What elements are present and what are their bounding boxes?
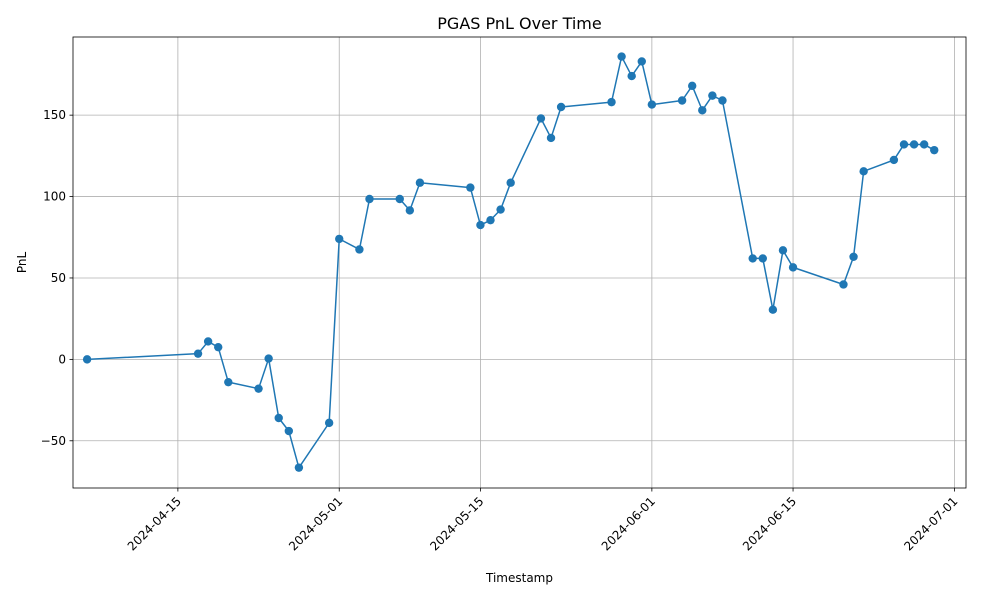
data-point bbox=[718, 96, 727, 105]
data-point bbox=[193, 349, 203, 358]
y-axis-title: PnL bbox=[15, 252, 29, 274]
data-point bbox=[284, 426, 294, 436]
data-point bbox=[748, 254, 757, 263]
chart-title: PGAS PnL Over Time bbox=[437, 14, 601, 33]
data-point bbox=[264, 354, 273, 363]
series-layer bbox=[82, 52, 939, 472]
y-tick-label: 0 bbox=[58, 352, 66, 366]
data-point bbox=[546, 133, 556, 143]
data-point bbox=[294, 463, 304, 472]
data-point bbox=[839, 280, 848, 289]
data-point bbox=[637, 57, 646, 66]
data-point bbox=[486, 215, 495, 225]
data-point bbox=[919, 140, 929, 149]
data-point bbox=[536, 114, 546, 123]
data-point bbox=[627, 71, 636, 81]
data-point bbox=[506, 178, 515, 187]
data-point bbox=[395, 194, 404, 204]
data-point bbox=[688, 81, 697, 91]
data-point bbox=[758, 254, 767, 263]
data-point bbox=[899, 140, 909, 149]
data-point bbox=[778, 246, 788, 255]
data-point bbox=[476, 220, 485, 230]
data-point bbox=[930, 145, 939, 155]
data-point bbox=[254, 384, 263, 393]
data-point bbox=[466, 183, 475, 192]
data-point bbox=[203, 337, 213, 346]
data-point bbox=[496, 205, 505, 214]
plot-frame bbox=[72, 36, 967, 489]
data-point bbox=[82, 355, 92, 364]
data-point bbox=[365, 194, 374, 204]
data-point bbox=[415, 178, 425, 187]
data-point bbox=[214, 342, 223, 352]
data-point bbox=[909, 140, 919, 149]
y-tick-label: −50 bbox=[41, 434, 66, 448]
data-point bbox=[708, 91, 717, 100]
data-point bbox=[859, 167, 868, 176]
data-point bbox=[647, 100, 657, 109]
data-point bbox=[224, 377, 233, 387]
data-point bbox=[355, 245, 364, 254]
data-point bbox=[335, 234, 344, 244]
data-point bbox=[677, 96, 687, 105]
data-point bbox=[324, 418, 334, 428]
data-point bbox=[768, 305, 778, 314]
data-point bbox=[617, 52, 626, 61]
data-point bbox=[788, 263, 798, 272]
data-point bbox=[698, 106, 707, 115]
data-point bbox=[889, 155, 899, 165]
y-tick-label: 50 bbox=[51, 271, 66, 285]
y-tick-label: 150 bbox=[43, 108, 66, 122]
data-point bbox=[274, 413, 283, 423]
y-tick-label: 100 bbox=[43, 190, 66, 204]
x-axis-title: Timestamp bbox=[485, 571, 553, 585]
data-point bbox=[607, 97, 616, 107]
data-point bbox=[849, 252, 858, 262]
data-point bbox=[405, 206, 415, 215]
data-point bbox=[556, 102, 566, 112]
